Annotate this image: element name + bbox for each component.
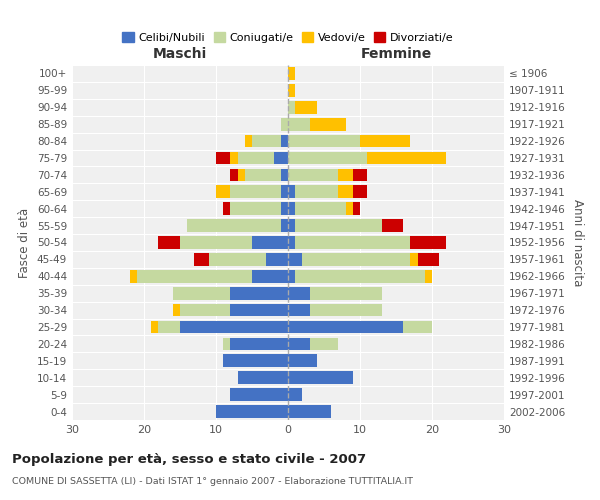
Bar [173, 287, 230, 300]
Bar [288, 253, 302, 266]
Text: Femmine: Femmine [361, 48, 431, 62]
Bar [353, 186, 367, 198]
Bar [216, 152, 230, 164]
Bar [288, 101, 295, 114]
Bar [346, 202, 353, 215]
Bar [281, 202, 288, 215]
Bar [173, 304, 180, 316]
Bar [310, 287, 382, 300]
Bar [151, 320, 158, 334]
Bar [245, 168, 281, 181]
Bar [238, 372, 288, 384]
Bar [338, 186, 353, 198]
Bar [353, 202, 360, 215]
Bar [281, 186, 288, 198]
Bar [238, 168, 245, 181]
Bar [310, 304, 382, 316]
Bar [158, 236, 180, 249]
Bar [360, 134, 410, 147]
Bar [295, 186, 338, 198]
Bar [137, 270, 252, 282]
Bar [209, 253, 266, 266]
Bar [288, 270, 295, 282]
Bar [288, 118, 310, 130]
Bar [180, 236, 252, 249]
Y-axis label: Fasce di età: Fasce di età [19, 208, 31, 278]
Bar [230, 287, 288, 300]
Bar [418, 253, 439, 266]
Text: Popolazione per età, sesso e stato civile - 2007: Popolazione per età, sesso e stato civil… [12, 452, 366, 466]
Bar [230, 152, 238, 164]
Bar [281, 118, 288, 130]
Bar [223, 354, 288, 367]
Bar [194, 253, 209, 266]
Bar [187, 220, 281, 232]
Bar [288, 236, 295, 249]
Bar [367, 152, 446, 164]
Bar [230, 304, 288, 316]
Bar [288, 84, 295, 96]
Bar [288, 388, 302, 401]
Text: COMUNE DI SASSETTA (LI) - Dati ISTAT 1° gennaio 2007 - Elaborazione TUTTITALIA.I: COMUNE DI SASSETTA (LI) - Dati ISTAT 1° … [12, 478, 413, 486]
Bar [223, 338, 230, 350]
Bar [382, 220, 403, 232]
Text: Maschi: Maschi [153, 48, 207, 62]
Bar [230, 202, 281, 215]
Bar [130, 270, 137, 282]
Bar [295, 270, 425, 282]
Bar [252, 236, 288, 249]
Bar [238, 152, 274, 164]
Bar [288, 168, 338, 181]
Bar [180, 304, 230, 316]
Bar [281, 134, 288, 147]
Bar [266, 253, 288, 266]
Bar [310, 118, 346, 130]
Bar [288, 202, 295, 215]
Bar [158, 320, 180, 334]
Bar [410, 236, 446, 249]
Bar [288, 134, 360, 147]
Bar [288, 338, 310, 350]
Bar [281, 168, 288, 181]
Bar [288, 320, 403, 334]
Bar [288, 67, 295, 80]
Bar [288, 405, 331, 418]
Bar [410, 253, 418, 266]
Bar [230, 338, 288, 350]
Bar [288, 372, 353, 384]
Bar [302, 253, 410, 266]
Bar [230, 388, 288, 401]
Bar [338, 168, 353, 181]
Bar [288, 152, 367, 164]
Bar [288, 287, 310, 300]
Bar [230, 186, 281, 198]
Bar [216, 186, 230, 198]
Bar [295, 236, 410, 249]
Bar [288, 186, 295, 198]
Bar [288, 304, 310, 316]
Bar [403, 320, 432, 334]
Bar [274, 152, 288, 164]
Bar [288, 354, 317, 367]
Bar [245, 134, 252, 147]
Bar [353, 168, 367, 181]
Bar [281, 220, 288, 232]
Bar [252, 270, 288, 282]
Y-axis label: Anni di nascita: Anni di nascita [571, 199, 584, 286]
Bar [223, 202, 230, 215]
Legend: Celibi/Nubili, Coniugati/e, Vedovi/e, Divorziati/e: Celibi/Nubili, Coniugati/e, Vedovi/e, Di… [118, 28, 458, 48]
Bar [295, 202, 346, 215]
Bar [288, 220, 295, 232]
Bar [310, 338, 338, 350]
Bar [425, 270, 432, 282]
Bar [252, 134, 281, 147]
Bar [180, 320, 288, 334]
Bar [295, 220, 382, 232]
Bar [216, 405, 288, 418]
Bar [230, 168, 238, 181]
Bar [295, 101, 317, 114]
